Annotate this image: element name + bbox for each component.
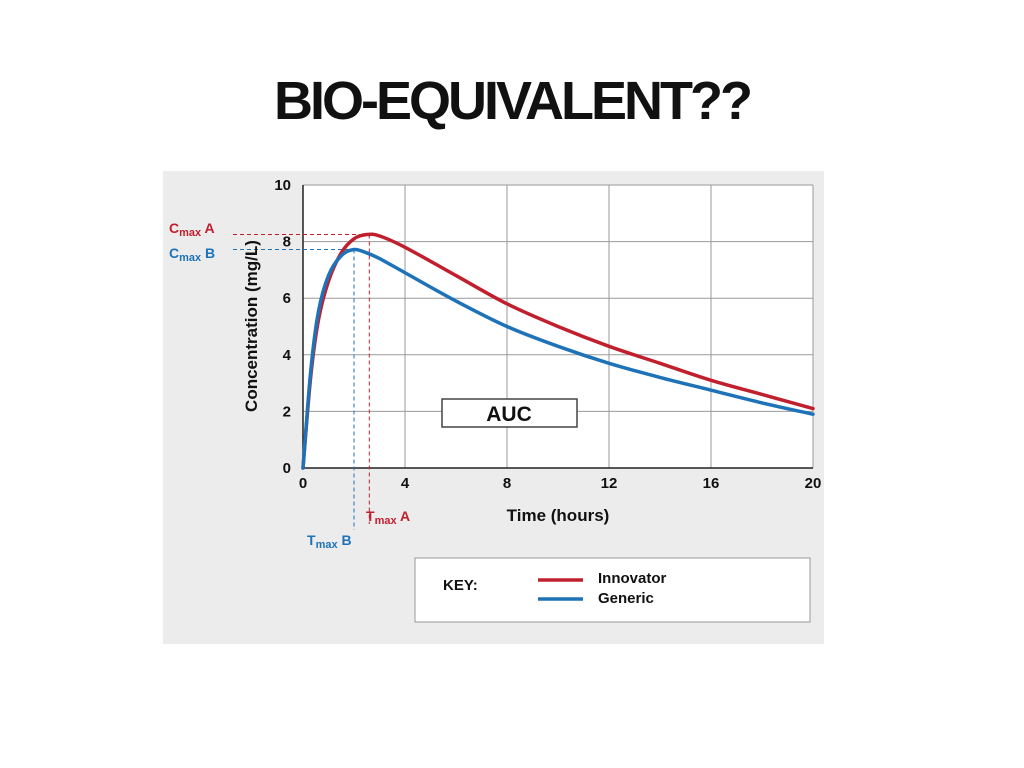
y-tick-label-10: 10	[274, 177, 291, 194]
cmax-a-label: Cmax A	[169, 220, 215, 239]
axes	[302, 185, 813, 469]
x-tick-label-4: 4	[401, 475, 410, 492]
series-line-generic	[301, 247, 815, 470]
legend-title: KEY:	[443, 577, 478, 594]
auc-box	[441, 398, 578, 428]
guide-lines	[233, 234, 370, 530]
legend-box	[414, 557, 811, 623]
slide-title: BIO-EQUIVALENT??	[274, 71, 753, 131]
tmax-a-label: Tmax A	[366, 508, 410, 527]
x-tick-label-12: 12	[601, 475, 618, 492]
series-lines	[301, 232, 815, 470]
x-tick-label-8: 8	[503, 475, 511, 492]
auc-label: AUC	[486, 403, 532, 426]
y-tick-label-6: 6	[283, 290, 291, 307]
cmax-b-label: Cmax B	[169, 245, 215, 264]
pk-line-chart: 0 4 8 12 16 20 0 2 4 6 8 10 Time (hours) Concentrat…	[169, 177, 821, 623]
x-tick-label-20: 20	[805, 475, 822, 492]
x-axis-title: Time (hours)	[507, 506, 610, 525]
y-axis-title: Concentration (mg/L)	[242, 240, 261, 412]
y-tick-label-2: 2	[283, 403, 291, 420]
x-tick-label-16: 16	[703, 475, 720, 492]
y-tick-label-0: 0	[283, 460, 291, 477]
x-tick-label-0: 0	[299, 475, 307, 492]
y-tick-label-4: 4	[283, 347, 292, 364]
tmax-b-label: Tmax B	[307, 532, 352, 551]
tick-labels: 0 4 8 12 16 20 0 2 4 6 8 10	[274, 177, 821, 492]
series-line-innovator	[301, 232, 815, 470]
legend-label-generic: Generic	[598, 590, 654, 607]
y-tick-label-8: 8	[283, 234, 291, 251]
pk-chart-figure: 0 4 8 12 16 20 0 2 4 6 8 10 Time (hours) Concentrat…	[163, 171, 824, 644]
legend-label-innovator: Innovator	[598, 570, 666, 587]
